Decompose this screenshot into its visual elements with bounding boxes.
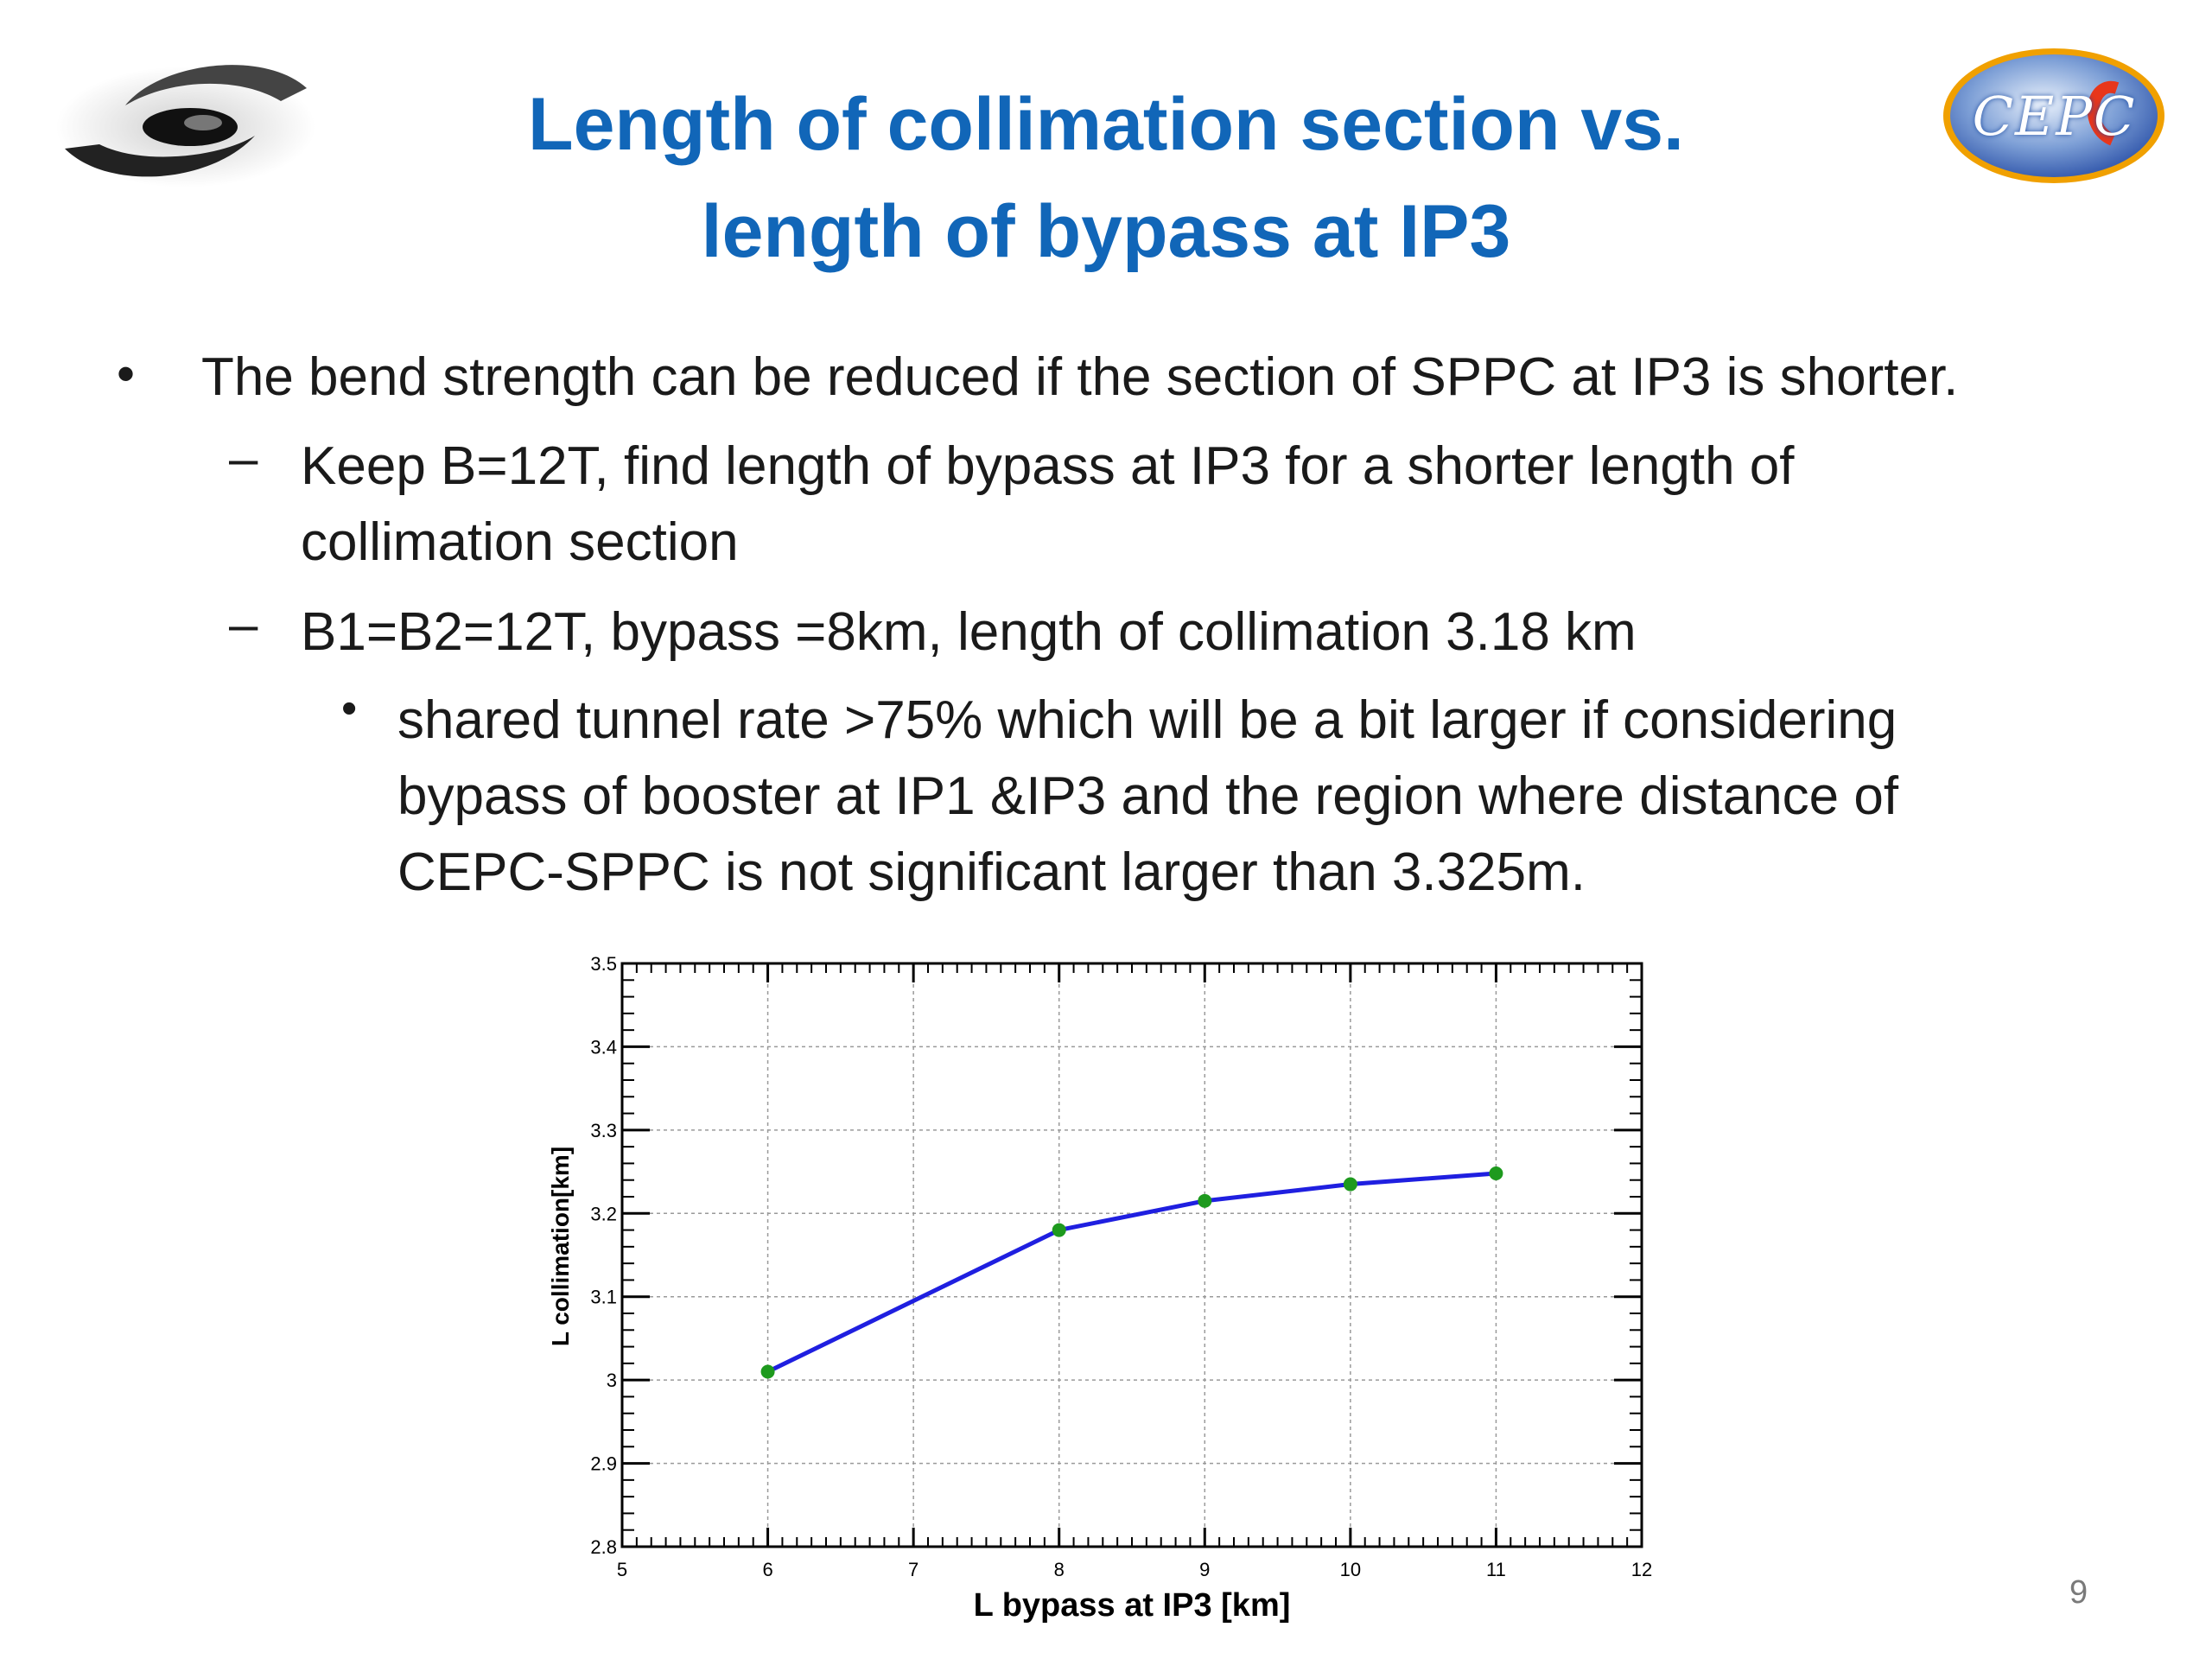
x-tick-label: 12: [1631, 1559, 1652, 1580]
slide-title: Length of collimation section vs. length…: [328, 71, 1884, 285]
x-axis-label: L bypass at IP3 [km]: [974, 1587, 1291, 1624]
x-tick-label: 10: [1340, 1559, 1361, 1580]
collimation-vs-bypass-chart: 5 6 7 8 9 10 11 12 2.8 2.9 3 3.1 3.2 3.3 3.4 3.5 L bypa…: [536, 933, 1676, 1624]
series-line: [766, 1171, 1497, 1374]
data-point: [760, 1364, 775, 1379]
sub-bullet-text-line: Keep B=12T, find length of bypass at IP3…: [301, 436, 1795, 496]
y-axis-label: L collimation[km]: [547, 1147, 574, 1346]
x-tick-label: 6: [762, 1559, 772, 1580]
y-tick-label: 3.5: [590, 953, 617, 975]
y-tick-label: 2.8: [590, 1536, 617, 1558]
cepc-logo: CEPC: [1940, 45, 2169, 188]
cepc-logo-icon: [1943, 48, 2164, 183]
y-tick-label: 2.9: [590, 1453, 617, 1475]
chart-svg: 5 6 7 8 9 10 11 12 2.8 2.9 3 3.1 3.2 3.3 3.4 3.5 L bypa…: [547, 953, 1652, 1624]
y-tick-label: 3.3: [590, 1120, 617, 1141]
sub-sub-bullet-text-line: shared tunnel rate >75% which will be a …: [397, 690, 1897, 750]
x-tick-label: 8: [1054, 1559, 1065, 1580]
chart-ticks: [620, 962, 1643, 1548]
x-tick-label: 11: [1486, 1559, 1506, 1580]
cepc-logo-text: CEPC: [1972, 85, 2137, 148]
plot-frame: [620, 962, 1643, 1548]
title-line-2: length of bypass at IP3: [701, 190, 1511, 273]
chart-series: [760, 1166, 1503, 1379]
y-tick-label: 3: [607, 1370, 617, 1391]
x-tick-label: 7: [908, 1559, 918, 1580]
bullet-marker: •: [117, 345, 136, 403]
data-point: [1489, 1166, 1503, 1180]
y-tick-label: 3.4: [590, 1036, 617, 1058]
sub-sub-bullet-text-line: bypass of booster at IP1 &IP3 and the re…: [397, 766, 1899, 826]
sub-bullet-marker: –: [229, 595, 258, 653]
y-tick-label: 3.2: [590, 1203, 617, 1224]
bullet-text: The bend strength can be reduced if the …: [201, 347, 1959, 407]
ihep-logo: [48, 54, 315, 192]
chart-grid: [622, 963, 1642, 1547]
data-point: [1343, 1177, 1357, 1192]
sub-sub-bullet-marker: •: [341, 683, 358, 734]
x-tick-label: 9: [1199, 1559, 1210, 1580]
title-line-1: Length of collimation section vs.: [528, 83, 1684, 166]
sub-bullet-text-line: collimation section: [301, 512, 739, 572]
sub-sub-bullet-text-line: CEPC-SPPC is not significant larger than…: [397, 842, 1586, 902]
chart-tick-labels: 5 6 7 8 9 10 11 12 2.8 2.9 3 3.1 3.2 3.3 3.4 3.5: [590, 953, 1652, 1580]
ihep-logo-icon: [56, 65, 315, 188]
y-tick-label: 3.1: [590, 1287, 617, 1308]
x-tick-label: 5: [617, 1559, 627, 1580]
sub-bullet-marker: –: [229, 429, 258, 487]
data-point: [1198, 1193, 1212, 1208]
sub-bullet-text-line: B1=B2=12T, bypass =8km, length of collim…: [301, 602, 1637, 662]
data-point: [1052, 1223, 1066, 1237]
page-number: 9: [2069, 1574, 2088, 1611]
